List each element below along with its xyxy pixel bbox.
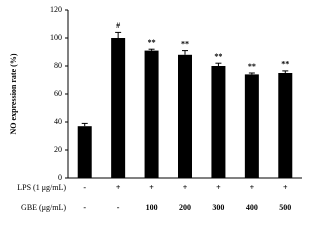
row-entry: 500 — [279, 203, 291, 212]
significance-label: ** — [281, 60, 289, 69]
y-tick-label: 120 — [50, 5, 62, 14]
row-entry: + — [216, 183, 221, 192]
significance-label: ** — [148, 38, 156, 47]
significance-label: ** — [248, 62, 256, 71]
row-entry: + — [149, 183, 154, 192]
y-axis-label: NO expression rate (%) — [9, 53, 18, 134]
chart: NO expression rate (%) 0 20 40 60 80 100 120 # *… — [9, 5, 302, 212]
row-entry: + — [183, 183, 188, 192]
y-tick-label: 80 — [54, 61, 62, 70]
significance-label: # — [116, 21, 120, 30]
row-entry: 100 — [146, 203, 158, 212]
row-label: LPS (1 μg/mL) — [17, 183, 66, 192]
row-entry: 200 — [179, 203, 191, 212]
bar — [244, 74, 259, 178]
y-tick-label: 40 — [54, 117, 62, 126]
row-entry: - — [83, 203, 86, 212]
bar — [178, 54, 192, 178]
y-tick-label: 100 — [50, 33, 62, 42]
row-entry: - — [83, 183, 86, 192]
row-entry: + — [283, 183, 288, 192]
row-entry: + — [116, 183, 121, 192]
significance-label: ** — [214, 52, 222, 61]
row-entry: - — [117, 203, 120, 212]
bar — [144, 50, 159, 178]
bar — [211, 66, 226, 178]
bar — [111, 38, 126, 178]
y-tick-label: 20 — [54, 145, 62, 154]
y-tick-label: 0 — [58, 173, 62, 182]
row-entry: 300 — [212, 203, 224, 212]
row-label: GBE (μg/mL) — [21, 203, 66, 212]
bar — [278, 73, 293, 178]
y-tick-label: 60 — [54, 89, 62, 98]
bar — [77, 126, 92, 178]
row-entry: 400 — [246, 203, 258, 212]
significance-label: ** — [181, 39, 189, 48]
row-entry: + — [250, 183, 255, 192]
